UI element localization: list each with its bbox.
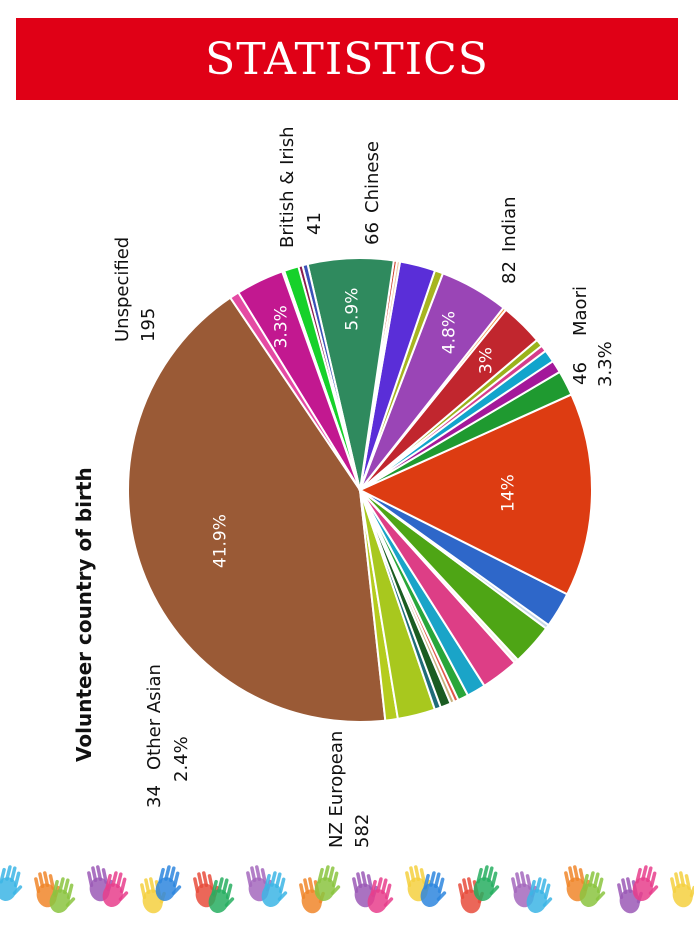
label-maori-percent: 3.3% [595, 341, 616, 387]
label-nz-european: NZ European 582 [326, 731, 373, 848]
label-indian-name: Indian [499, 196, 520, 252]
label-other-asian: Other Asian 34 2.4% [144, 664, 192, 808]
handprint-icon [579, 871, 606, 908]
label-other-asian-value: 34 [144, 785, 165, 808]
handprint-icon [49, 877, 76, 914]
label-indian-value: 82 [499, 261, 520, 284]
label-british-irish-name: British & Irish [277, 126, 298, 248]
label-other-asian-percent: 2.4% [171, 736, 192, 782]
handprint-icon [473, 865, 500, 902]
pie-percent-indian: 5.9% [343, 288, 363, 331]
label-nz-european-value: 582 [352, 814, 373, 848]
page-title: STATISTICS [205, 33, 489, 85]
label-british-irish: British & Irish 41 [277, 126, 325, 248]
handprint-icon [261, 871, 288, 908]
handprint-icon [0, 865, 23, 902]
pie-percent-unspecified: 14% [498, 474, 518, 512]
handprint-icon [670, 871, 694, 908]
label-indian: Indian 82 [499, 196, 520, 284]
label-chinese-value: 66 [362, 222, 383, 245]
label-unspecified: Unspecified 195 [112, 237, 159, 342]
chart-title: Volunteer country of birth [72, 467, 96, 762]
handprint-icon [208, 877, 235, 914]
handprint-icon [632, 865, 659, 902]
handprint-icon [526, 877, 553, 914]
label-unspecified-value: 195 [138, 308, 159, 342]
handprint-icon [155, 865, 182, 902]
pie-percent-british-irish: 3% [477, 347, 497, 374]
pie-percent-maori: 3.3% [272, 305, 292, 348]
handprint-icon [314, 865, 341, 902]
handprint-icon [367, 877, 394, 914]
pie-percent-chinese: 4.8% [439, 311, 459, 354]
pie-percent-nz-european: 41.9% [211, 514, 231, 568]
hand-prints-decoration [0, 865, 694, 914]
handprint-icon [420, 871, 447, 908]
handprint-icon [34, 871, 60, 908]
label-unspecified-name: Unspecified [112, 237, 133, 342]
label-chinese-name: Chinese [362, 141, 383, 213]
label-nz-european-name: NZ European [326, 731, 347, 848]
label-other-asian-name: Other Asian [144, 664, 165, 770]
label-maori-value: 46 [570, 362, 591, 385]
pie-percent-labels: 41.9% 14% 3% 4.8% 5.9% 3.3% [211, 288, 519, 569]
label-chinese: Chinese 66 [362, 141, 383, 245]
label-british-irish-value: 41 [304, 212, 325, 235]
label-maori: Maori 46 3.3% [570, 286, 616, 387]
pie-slice-nz-european [127, 296, 387, 723]
pie-slice-33 [228, 291, 361, 491]
pie-slices [127, 257, 593, 723]
handprint-icon [102, 871, 129, 908]
label-maori-name: Maori [570, 286, 591, 336]
title-banner: STATISTICS [16, 18, 678, 100]
pie-slice-unspecified [357, 393, 593, 596]
pie-chart: 41.9% 14% 3% 4.8% 5.9% 3.3% Volunteer country… [72, 126, 616, 848]
